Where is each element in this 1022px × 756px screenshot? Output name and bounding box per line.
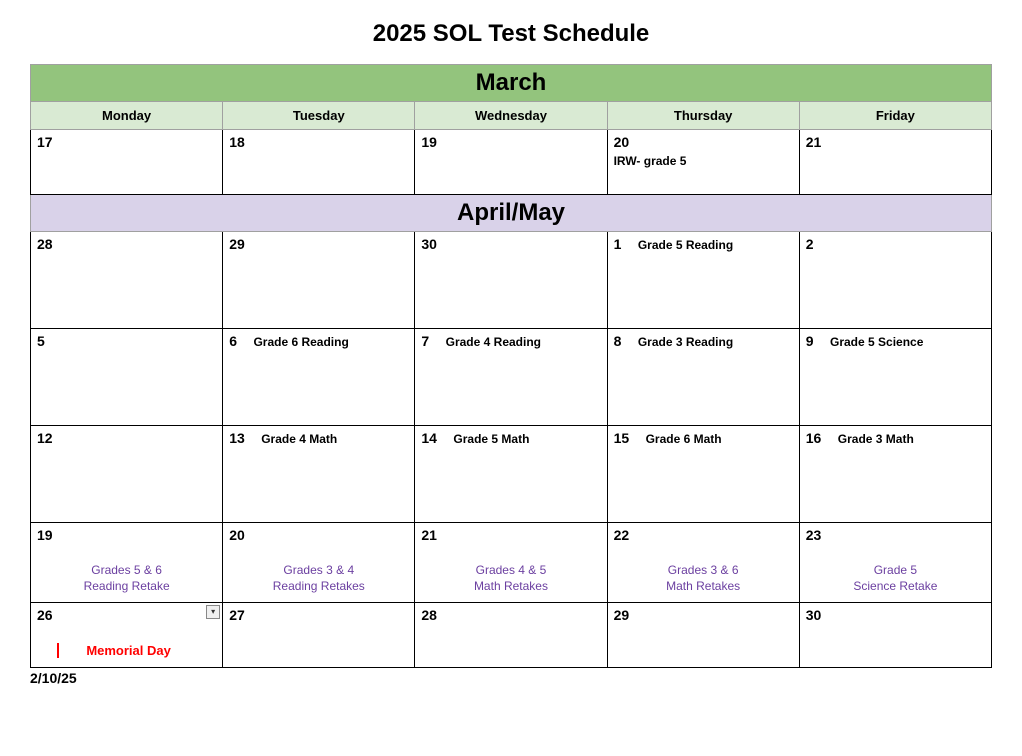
retake-label: Grade 5Science Retake bbox=[806, 563, 985, 594]
calendar-cell: 22 Grades 3 & 6Math Retakes bbox=[607, 523, 799, 603]
event-label: Grade 3 Math bbox=[838, 432, 914, 446]
day-header: Friday bbox=[799, 102, 991, 130]
calendar-cell: 26 ▾ Memorial Day bbox=[31, 603, 223, 668]
footer-date: 2/10/25 bbox=[30, 670, 992, 686]
date-number: 15 bbox=[614, 430, 630, 446]
calendar-cell: 21 bbox=[799, 130, 991, 195]
calendar-cell: 30 bbox=[415, 232, 607, 329]
date-number: 8 bbox=[614, 333, 622, 349]
date-number: 28 bbox=[421, 607, 437, 623]
date-number: 23 bbox=[806, 527, 822, 543]
date-number: 14 bbox=[421, 430, 437, 446]
event-label: Grade 6 Math bbox=[646, 432, 722, 446]
calendar-cell: 14 Grade 5 Math bbox=[415, 426, 607, 523]
date-number: 2 bbox=[806, 236, 814, 252]
date-number: 29 bbox=[614, 607, 630, 623]
calendar-cell: 29 bbox=[607, 603, 799, 668]
retake-label: Grades 5 & 6Reading Retake bbox=[37, 563, 216, 594]
date-number: 6 bbox=[229, 333, 237, 349]
holiday-label: Memorial Day bbox=[57, 643, 196, 658]
calendar-cell: 5 bbox=[31, 329, 223, 426]
date-number: 27 bbox=[229, 607, 245, 623]
date-number: 13 bbox=[229, 430, 245, 446]
calendar-cell: 15 Grade 6 Math bbox=[607, 426, 799, 523]
calendar-cell: 16 Grade 3 Math bbox=[799, 426, 991, 523]
event-label: Grade 3 Reading bbox=[638, 335, 733, 349]
day-header: Thursday bbox=[607, 102, 799, 130]
date-number: 1 bbox=[614, 236, 622, 252]
calendar-cell: 23 Grade 5Science Retake bbox=[799, 523, 991, 603]
calendar-table: March Monday Tuesday Wednesday Thursday … bbox=[30, 64, 992, 668]
date-number: 20 bbox=[614, 134, 630, 150]
date-number: 16 bbox=[806, 430, 822, 446]
calendar-cell: 28 bbox=[415, 603, 607, 668]
event-label: IRW- grade 5 bbox=[614, 154, 793, 168]
calendar-cell: 7 Grade 4 Reading bbox=[415, 329, 607, 426]
event-label: Grade 4 Math bbox=[261, 432, 337, 446]
calendar-cell: 9 Grade 5 Science bbox=[799, 329, 991, 426]
calendar-cell: 13 Grade 4 Math bbox=[223, 426, 415, 523]
date-number: 29 bbox=[229, 236, 245, 252]
event-label: Grade 5 Math bbox=[453, 432, 529, 446]
date-number: 30 bbox=[806, 607, 822, 623]
calendar-cell: 17 bbox=[31, 130, 223, 195]
date-number: 5 bbox=[37, 333, 45, 349]
date-number: 30 bbox=[421, 236, 437, 252]
calendar-cell: 30 bbox=[799, 603, 991, 668]
date-number: 9 bbox=[806, 333, 814, 349]
retake-label: Grades 3 & 6Math Retakes bbox=[614, 563, 793, 594]
calendar-cell: 8 Grade 3 Reading bbox=[607, 329, 799, 426]
calendar-cell: 27 bbox=[223, 603, 415, 668]
date-number: 7 bbox=[421, 333, 429, 349]
calendar-cell: 19 bbox=[415, 130, 607, 195]
date-number: 12 bbox=[37, 430, 53, 446]
day-header: Wednesday bbox=[415, 102, 607, 130]
day-header: Tuesday bbox=[223, 102, 415, 130]
day-header: Monday bbox=[31, 102, 223, 130]
date-number: 21 bbox=[806, 134, 822, 150]
calendar-cell: 6 Grade 6 Reading bbox=[223, 329, 415, 426]
retake-label: Grades 3 & 4Reading Retakes bbox=[229, 563, 408, 594]
calendar-cell: 1 Grade 5 Reading bbox=[607, 232, 799, 329]
event-label: Grade 5 Science bbox=[830, 335, 923, 349]
event-label: Grade 5 Reading bbox=[638, 238, 733, 252]
month-header-aprilmay: April/May bbox=[31, 195, 992, 232]
date-number: 17 bbox=[37, 134, 53, 150]
calendar-cell: 28 bbox=[31, 232, 223, 329]
calendar-cell: 18 bbox=[223, 130, 415, 195]
date-number: 19 bbox=[37, 527, 53, 543]
event-label: Grade 4 Reading bbox=[446, 335, 541, 349]
date-number: 18 bbox=[229, 134, 245, 150]
calendar-cell: 19 Grades 5 & 6Reading Retake bbox=[31, 523, 223, 603]
event-label: Grade 6 Reading bbox=[253, 335, 348, 349]
dropdown-icon[interactable]: ▾ bbox=[206, 605, 220, 619]
calendar-cell: 29 bbox=[223, 232, 415, 329]
calendar-cell: 20 IRW- grade 5 bbox=[607, 130, 799, 195]
date-number: 21 bbox=[421, 527, 437, 543]
page-title: 2025 SOL Test Schedule bbox=[30, 20, 992, 48]
date-number: 19 bbox=[421, 134, 437, 150]
date-number: 28 bbox=[37, 236, 53, 252]
month-header-march: March bbox=[31, 65, 992, 102]
calendar-cell: 12 bbox=[31, 426, 223, 523]
retake-label: Grades 4 & 5Math Retakes bbox=[421, 563, 600, 594]
date-number: 20 bbox=[229, 527, 245, 543]
date-number: 22 bbox=[614, 527, 630, 543]
calendar-cell: 20 Grades 3 & 4Reading Retakes bbox=[223, 523, 415, 603]
date-number: 26 bbox=[37, 607, 53, 623]
calendar-cell: 21 Grades 4 & 5Math Retakes bbox=[415, 523, 607, 603]
calendar-cell: 2 bbox=[799, 232, 991, 329]
